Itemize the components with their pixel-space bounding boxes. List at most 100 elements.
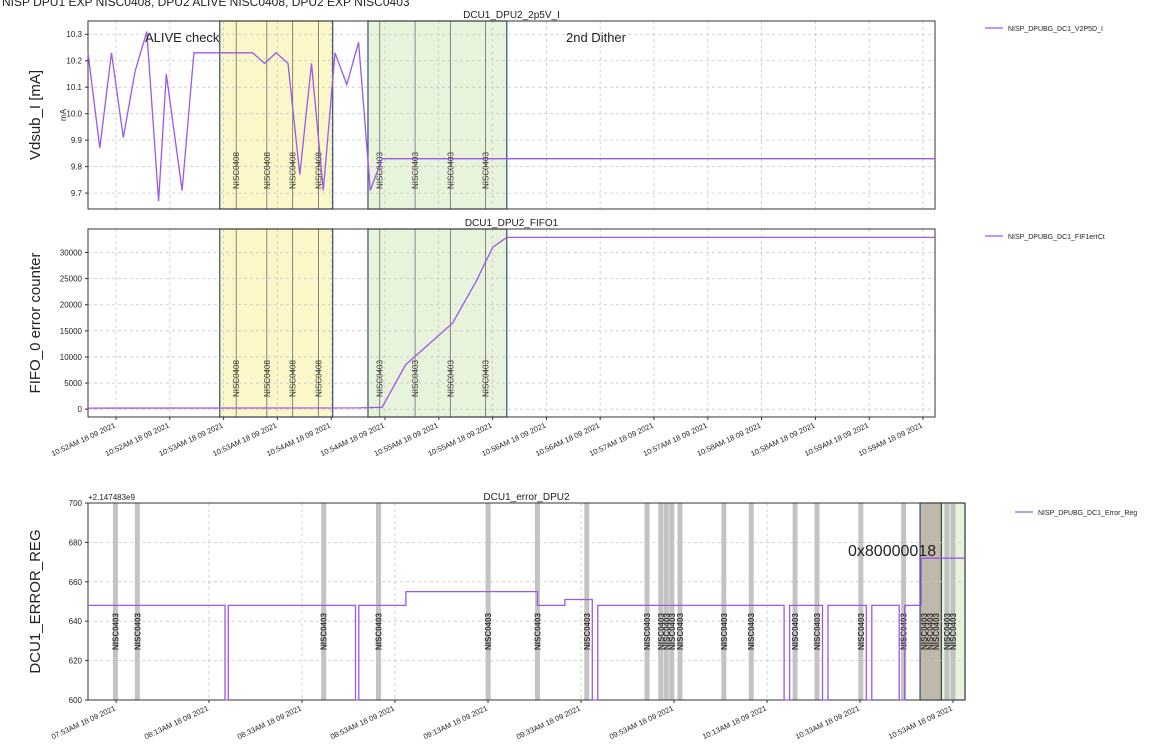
marker-label: NISC0403 <box>857 613 866 650</box>
x-tick-label: 08:33AM 18 09 2021 <box>236 704 303 742</box>
marker-label: NISC0403 <box>943 613 952 650</box>
shade-region <box>367 228 508 418</box>
y-tick-label: 9.8 <box>71 163 83 172</box>
marker-label: NISC0403 <box>791 613 800 650</box>
marker-label: NISC0403 <box>668 613 677 650</box>
event-band <box>658 503 664 700</box>
marker-label: NISC0403 <box>676 613 685 650</box>
event-band <box>134 503 140 700</box>
marker-label: NISC0403 <box>747 613 756 650</box>
annotation-error-code: 0x80000018 <box>848 543 936 560</box>
event-band <box>792 503 798 700</box>
marker-label: NISC0403 <box>720 613 729 650</box>
marker-label: NISC0403 <box>446 152 455 189</box>
event-band <box>921 503 927 700</box>
marker-label: NISC0403 <box>926 613 935 650</box>
marker-label: NISC0403 <box>320 613 329 650</box>
marker-label: NISC0403 <box>375 613 384 650</box>
legend-label: NISP_DPUBG_DC1_V2P5D_I <box>1008 26 1103 33</box>
y-tick-label: 9.9 <box>71 136 83 145</box>
x-tick-label: 10:13AM 18 09 2021 <box>701 704 768 742</box>
marker-label: NISC0408 <box>232 360 241 397</box>
x-tick-label: 09:33AM 18 09 2021 <box>515 704 582 742</box>
y-axis-label: DCU1_ERROR_REG <box>27 529 44 673</box>
event-band <box>933 503 939 700</box>
chart-title: DCU1_DPU2_2p5V_I <box>463 10 560 21</box>
y-tick-label: 15000 <box>60 327 83 336</box>
marker-label: NISC0403 <box>932 613 941 650</box>
chart-1: NISC0408 NISC0408 NISC0408 NISC0408 NISC0403… <box>27 10 1103 210</box>
marker-label: NISC0403 <box>376 152 385 189</box>
event-band <box>644 503 650 700</box>
marker-label: NISC0403 <box>920 613 929 650</box>
marker-label: NISC0403 <box>133 613 142 650</box>
offset-label: +2.147483e9 <box>88 493 135 502</box>
event-band <box>669 503 675 700</box>
marker-label: NISC0403 <box>376 360 385 397</box>
legend-label: NISP_DPUBG_DC1_FIF1errCt <box>1008 234 1105 241</box>
y-tick-label: 10.1 <box>66 83 82 92</box>
y-axis-label: FIFO_0 error counter <box>27 253 44 394</box>
y-tick-label: 0 <box>78 405 83 414</box>
event-band <box>721 503 727 700</box>
series-line <box>88 557 965 701</box>
x-tick-label: 09:53AM 18 09 2021 <box>608 704 675 742</box>
marker-label: NISC0408 <box>263 360 272 397</box>
plot-frame <box>87 228 936 418</box>
annotation-2nd-dither: 2nd Dither <box>566 30 627 45</box>
y-tick-label: 10000 <box>60 353 83 362</box>
y-tick-label: 30000 <box>60 249 83 258</box>
event-band <box>663 503 669 700</box>
marker-label: NISC0408 <box>289 152 298 189</box>
marker-label: NISC0403 <box>533 613 542 650</box>
marker-label: NISC0403 <box>482 360 491 397</box>
figure-header: NISP DPU1 EXP NISC0408, DPU2 ALIVE NISC0… <box>2 0 410 9</box>
y-tick-label: 600 <box>69 696 83 705</box>
marker-label: NISC0403 <box>949 613 958 650</box>
event-band <box>927 503 933 700</box>
y-tick-label: 680 <box>69 538 83 547</box>
marker-label: NISC0408 <box>232 152 241 189</box>
marker-label: NISC0408 <box>315 360 324 397</box>
y-tick-label: 10.0 <box>66 110 82 119</box>
y-tick-label: 9.7 <box>71 189 83 198</box>
y-tick-label: 25000 <box>60 275 83 284</box>
y-tick-label: 10.2 <box>66 57 82 66</box>
event-band <box>321 503 327 700</box>
marker-label: NISC0403 <box>482 152 491 189</box>
marker-label: NISC0403 <box>484 613 493 650</box>
marker-label: NISC0403 <box>411 360 420 397</box>
marker-label: NISC0403 <box>446 360 455 397</box>
marker-label: NISC0408 <box>289 360 298 397</box>
y-axis-label: Vdsub_I [mA] <box>27 70 44 160</box>
event-band <box>112 503 118 700</box>
y-tick-label: 20000 <box>60 301 83 310</box>
event-band <box>748 503 754 700</box>
chart-3: NISC0403 NISC0403 NISC0403 NISC0403 NISC0403… <box>27 492 1137 741</box>
marker-label: NISC0408 <box>315 152 324 189</box>
series-line <box>87 31 935 202</box>
plot-frame <box>87 20 936 210</box>
marker-label: NISC0403 <box>643 613 652 650</box>
event-band <box>901 503 907 700</box>
marker-label: NISC0408 <box>263 152 272 189</box>
event-band <box>858 503 864 700</box>
chart-title: DCU1_error_DPU2 <box>483 492 570 503</box>
y-unit-label: mA <box>59 108 68 121</box>
event-band <box>584 503 590 700</box>
event-band <box>814 503 820 700</box>
x-tick-label: 08:13AM 18 09 2021 <box>143 704 210 742</box>
x-tick-label: 09:13AM 18 09 2021 <box>422 704 489 742</box>
x-tick-label: 10:33AM 18 09 2021 <box>794 704 861 742</box>
marker-label: NISC0403 <box>662 613 671 650</box>
marker-label: NISC0403 <box>583 613 592 650</box>
marker-label: NISC0403 <box>411 152 420 189</box>
y-tick-label: 660 <box>69 578 83 587</box>
event-band <box>944 503 950 700</box>
y-tick-label: 5000 <box>64 379 82 388</box>
annotation-alive-check: ALIVE check <box>145 30 220 45</box>
x-tick-label: 10:53AM 18 09 2021 <box>887 704 954 742</box>
y-tick-label: 700 <box>69 499 83 508</box>
legend-label: NISP_DPUBG_DC1_Error_Reg <box>1038 510 1137 517</box>
